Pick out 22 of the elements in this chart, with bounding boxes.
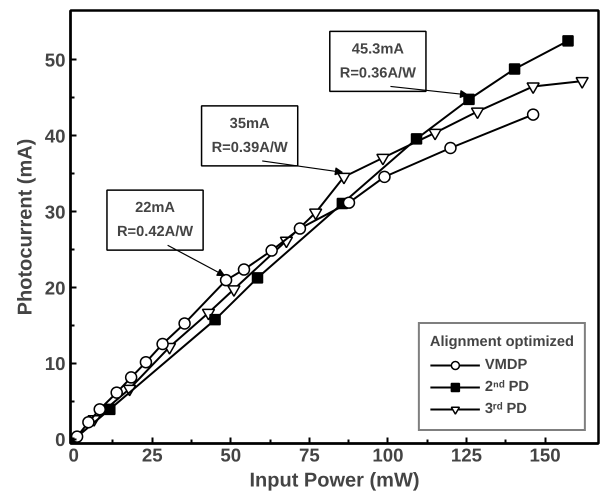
x-tick-label: 75 bbox=[298, 444, 320, 466]
legend-label: 3ʳᵈ PD bbox=[484, 401, 527, 417]
y-tick-label: 0 bbox=[55, 429, 66, 450]
legend-title: Alignment optimized bbox=[430, 334, 574, 350]
y-tick-label: 40 bbox=[44, 125, 66, 146]
y-axis-title: Photocurrent (mA) bbox=[14, 138, 37, 316]
annotation: 45.3mA R=0.36A/W bbox=[340, 41, 416, 82]
x-tick-label: 25 bbox=[142, 444, 163, 466]
x-tick-label: 0 bbox=[68, 444, 79, 466]
legend-label: VMDP bbox=[484, 357, 528, 373]
x-tick-label: 125 bbox=[450, 444, 482, 466]
x-axis-title: Input Power (mW) bbox=[250, 470, 420, 492]
y-tick-label: 20 bbox=[44, 277, 66, 298]
annotation: 22mA R=0.42A/W bbox=[116, 200, 194, 240]
x-tick-label: 50 bbox=[220, 444, 242, 466]
legend-label: 2ⁿᵈ PD bbox=[484, 379, 529, 395]
y-tick-label: 50 bbox=[44, 49, 66, 70]
annotation: 35mA R=0.39A/W bbox=[212, 116, 288, 156]
y-tick-label: 10 bbox=[44, 353, 66, 374]
x-tick-label: 150 bbox=[530, 444, 561, 466]
x-tick-label: 100 bbox=[372, 444, 404, 466]
y-tick-label: 30 bbox=[44, 201, 66, 222]
